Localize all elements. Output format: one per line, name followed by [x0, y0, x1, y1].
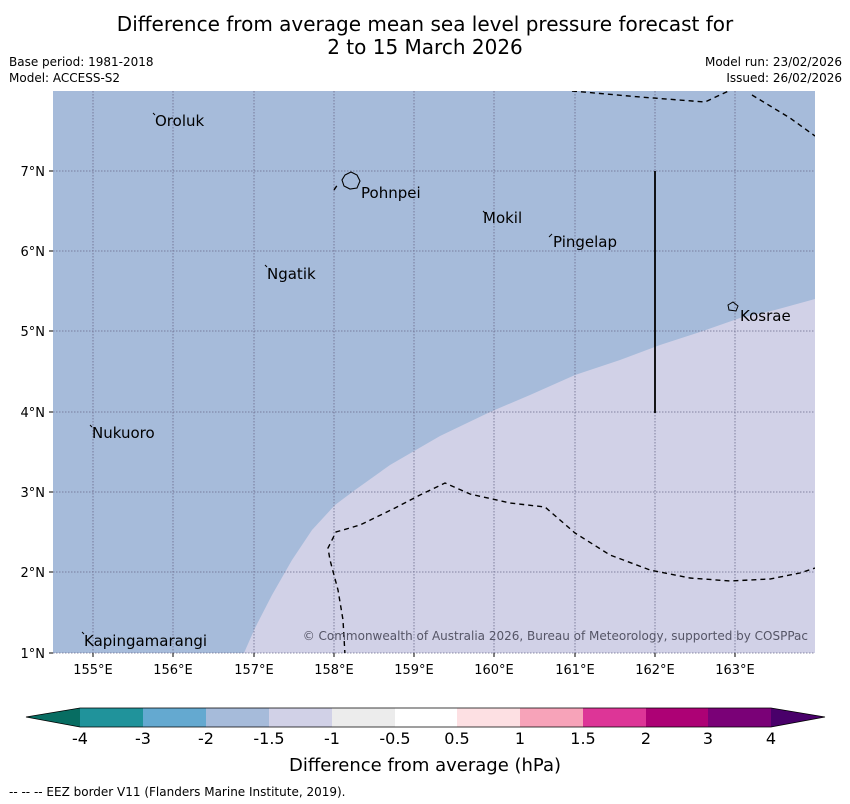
colorbar-label-11: 3 [702, 729, 714, 748]
lon-label-156: 156°E [153, 663, 193, 678]
title-line-1: Difference from average mean sea level p… [116, 12, 734, 36]
model-run: Model run: 23/02/2026 [704, 55, 842, 69]
map-title: Difference from average mean sea level p… [0, 13, 850, 59]
colorbar-label-7: 0.5 [444, 729, 470, 748]
colorbar-seg-9 [583, 708, 646, 727]
lat-label-5: 5°N [21, 325, 46, 340]
lat-label-7: 7°N [21, 165, 46, 180]
lat-label-6: 6°N [21, 245, 46, 260]
axis-ticks [49, 170, 736, 657]
colorbar-seg-3 [206, 708, 269, 727]
colorbar-seg-7 [457, 708, 520, 727]
colorbar-left-extend [26, 708, 80, 727]
lat-label-1: 1°N [21, 647, 46, 662]
colorbar-label-3: -2 [198, 729, 214, 748]
title-line-2: 2 to 15 March 2026 [327, 35, 523, 59]
lon-label-158: 158°E [314, 663, 354, 678]
colorbar-outline [25, 707, 826, 728]
meta-right: Model run: 23/02/2026 Issued: 26/02/2026 [705, 54, 842, 86]
colorbar-seg-1 [80, 708, 143, 727]
place-label-mokil: Mokil [483, 209, 522, 227]
place-label-kosrae: Kosrae [740, 307, 791, 325]
colorbar-label-9: 1.5 [570, 729, 596, 748]
pohnpei-island-outline [341, 171, 361, 190]
colorbar-right-extend [771, 708, 825, 727]
issued-date: Issued: 26/02/2026 [726, 71, 842, 85]
place-label-ngatik: Ngatik [267, 265, 316, 283]
lat-label-2: 2°N [21, 566, 46, 581]
lon-label-155: 155°E [73, 663, 113, 678]
eez-footnote: -- -- -- EEZ border V11 (Flanders Marine… [9, 785, 346, 799]
colorbar-label-8: 1 [514, 729, 526, 748]
lon-label-162: 162°E [635, 663, 675, 678]
colorbar-label-5: -1 [324, 729, 340, 748]
colorbar-label-10: 2 [640, 729, 652, 748]
lon-label-157: 157°E [234, 663, 274, 678]
colorbar-label-2: -3 [135, 729, 151, 748]
colorbar-label-6: -0.5 [379, 729, 411, 748]
place-label-oroluk: Oroluk [155, 112, 204, 130]
lon-label-161: 161°E [555, 663, 595, 678]
colorbar-label-12: 4 [765, 729, 777, 748]
lon-label-163: 163°E [715, 663, 755, 678]
colorbar-seg-5 [332, 708, 395, 727]
lat-label-3: 3°N [21, 486, 46, 501]
model-name: Model: ACCESS-S2 [9, 71, 121, 85]
copyright-notice: © Commonwealth of Australia 2026, Bureau… [303, 629, 808, 643]
kosrae-island-outline [727, 301, 739, 312]
gridlines [53, 91, 815, 654]
lat-label-4: 4°N [21, 406, 46, 421]
colorbar-seg-10 [646, 708, 708, 727]
place-label-pohnpei: Pohnpei [361, 184, 421, 202]
place-label-pingelap: Pingelap [553, 233, 617, 251]
base-period: Base period: 1981-2018 [9, 55, 154, 69]
place-label-nukuoro: Nukuoro [92, 424, 155, 442]
colorbar-seg-4 [269, 708, 332, 727]
pressure-region-lighter [244, 299, 815, 653]
colorbar-seg-2 [143, 708, 206, 727]
lon-label-160: 160°E [474, 663, 514, 678]
colorbar-label-4: -1.5 [253, 729, 285, 748]
colorbar-seg-8 [520, 708, 583, 727]
eez-borders [327, 91, 815, 653]
colorbar [25, 707, 826, 728]
meta-left: Base period: 1981-2018 Model: ACCESS-S2 [9, 54, 154, 86]
place-label-kapingamarangi: Kapingamarangi [84, 632, 207, 650]
colorbar-label-1: -4 [72, 729, 88, 748]
colorbar-title: Difference from average (hPa) [288, 755, 562, 776]
small-island-marks [81, 112, 553, 635]
colorbar-seg-6 [395, 708, 457, 727]
colorbar-seg-11 [708, 708, 771, 727]
lon-label-159: 159°E [394, 663, 434, 678]
